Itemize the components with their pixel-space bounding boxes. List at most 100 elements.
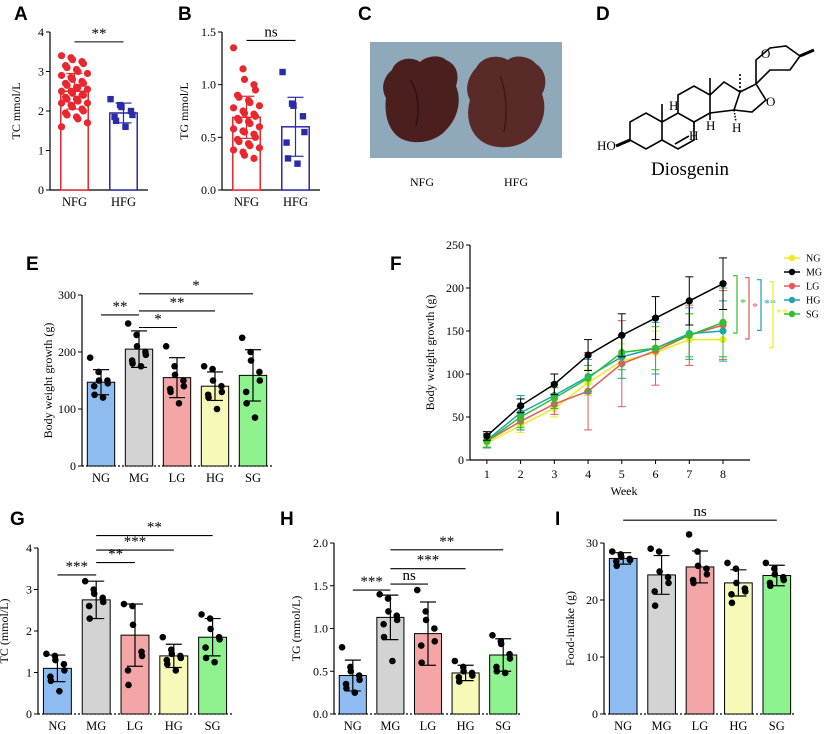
data-point-ng [52, 656, 59, 664]
x-tick-label-lg: LG [692, 719, 709, 733]
x-tick-label-sg: SG [769, 719, 785, 733]
data-point-mg [99, 598, 107, 606]
atom-h-16: H [732, 120, 741, 135]
series-line-mg [486, 283, 724, 437]
data-point-nfg [251, 86, 260, 94]
bar-sg [762, 574, 792, 715]
data-point-nfg [63, 63, 71, 72]
data-point-hfg [129, 111, 136, 119]
data-point-mg [133, 331, 140, 339]
y-tick-label: 0.0 [201, 183, 216, 197]
data-point-lg [413, 586, 421, 594]
data-point-mg [81, 577, 89, 585]
y-tick-label: 0 [458, 453, 464, 467]
data-point-sg [247, 348, 254, 356]
data-point-ng [356, 676, 363, 684]
data-point-nfg [251, 112, 260, 120]
legend-marker-sg [788, 310, 796, 318]
series-point-mg [517, 402, 525, 410]
ring-d [709, 80, 741, 114]
data-point-hg [159, 633, 167, 641]
x-tick-label-lg: LG [420, 719, 437, 733]
significance-label: *** [66, 559, 89, 575]
bar-ng [608, 557, 638, 715]
atom-ho: HO [597, 138, 616, 153]
data-point-hfg [301, 128, 308, 136]
data-point-nfg [83, 99, 92, 107]
significance-label: * [154, 311, 162, 327]
liver-nfg-lobe-line [409, 79, 419, 127]
data-point-nfg [79, 91, 88, 99]
data-point-lg [138, 652, 146, 660]
data-point-ng [338, 644, 346, 651]
x-tick-label-hg: HG [206, 471, 224, 485]
significance-label: *** [417, 553, 440, 569]
data-point-sg [501, 669, 509, 677]
significance-label: ** [108, 547, 123, 563]
x-tick-label-ng: NG [48, 719, 66, 733]
y-tick-label: 200 [58, 345, 76, 359]
significance-bracket [733, 275, 738, 334]
atom-h-8: H [689, 128, 698, 143]
data-point-ng [343, 685, 350, 692]
data-point-ng [626, 556, 634, 564]
data-point-nfg [63, 111, 71, 119]
data-point-nfg [57, 71, 66, 80]
data-point-ng [91, 391, 98, 399]
x-tick-label-mg: MG [380, 719, 400, 733]
significance-bracket [769, 281, 774, 349]
significance-label: * [192, 278, 200, 294]
x-tick-label-lg: LG [127, 719, 144, 733]
compound-name: Diosgenin [651, 159, 730, 180]
x-tick-label: 8 [720, 467, 726, 481]
significance-label: ** [92, 26, 107, 42]
data-point-mg [137, 362, 145, 370]
y-tick-label: 2.0 [313, 536, 328, 550]
data-point-nfg [235, 116, 243, 125]
data-point-lg [180, 382, 188, 390]
data-point-hg [213, 405, 221, 413]
data-point-ng [43, 650, 50, 658]
legend-marker-hg [788, 296, 796, 304]
y-tick-label: 0 [38, 183, 44, 197]
data-point-nfg [63, 81, 71, 89]
panel-label-a: A [14, 4, 28, 25]
significance-bracket [757, 279, 762, 331]
data-point-mg [380, 620, 387, 628]
data-point-nfg [74, 67, 82, 76]
bar-lg [685, 566, 715, 715]
data-point-ng [60, 660, 68, 668]
data-point-sg [762, 559, 770, 567]
diosgenin-structure [615, 45, 815, 150]
data-point-nfg [79, 60, 88, 68]
data-point-lg [703, 565, 710, 572]
x-tick-label-hfg: HFG [111, 195, 136, 209]
data-point-hg [728, 599, 736, 607]
x-tick-label-hfg: HFG [283, 195, 308, 209]
data-point-nfg [240, 109, 249, 117]
y-tick-label: 150 [446, 324, 464, 338]
data-point-hfg [290, 102, 297, 109]
panel-label-h: H [280, 509, 294, 530]
data-point-sg [256, 368, 263, 376]
y-tick-label: 1.5 [313, 579, 328, 593]
data-point-nfg [240, 75, 249, 83]
data-point-hg [218, 382, 225, 390]
data-point-lg [125, 681, 132, 689]
significance-label: * [740, 295, 746, 309]
diosgenin-labels: HO H H H H O O Diosgenin [597, 46, 775, 180]
data-point-hg [209, 365, 216, 373]
y-tick-label: 200 [446, 281, 464, 295]
data-point-mg [647, 545, 654, 552]
data-point-hfg [294, 160, 301, 167]
liver-photo-panel: NFG HFG [370, 42, 562, 189]
y-tick-label: 0.0 [313, 707, 328, 721]
data-point-mg [376, 591, 383, 598]
ring-f [755, 45, 802, 85]
data-point-lg [703, 571, 711, 578]
data-point-sg [251, 414, 259, 421]
data-point-nfg [83, 69, 92, 78]
data-point-sg [211, 658, 218, 666]
data-point-ng [95, 377, 103, 384]
